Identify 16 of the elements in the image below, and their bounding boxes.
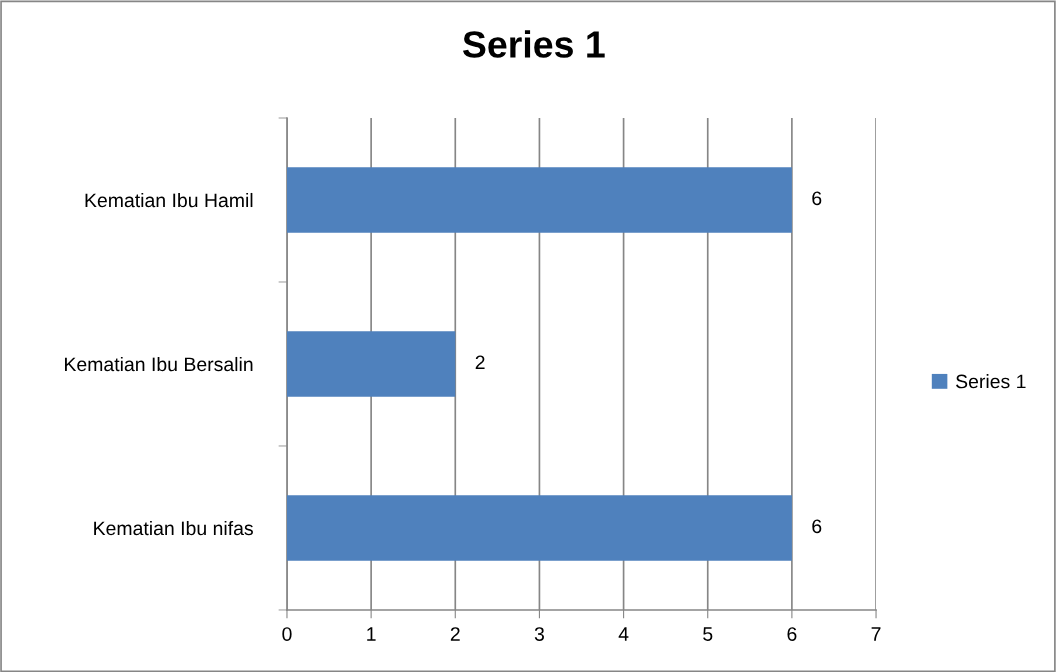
data-label: 2 — [475, 355, 485, 370]
y-tick-label: Kematian Ibu Hamil — [85, 192, 253, 208]
data-label: 6 — [812, 519, 822, 534]
x-tick-label: 1 — [367, 627, 376, 641]
x-tick-label: 6 — [787, 627, 797, 641]
x-tick-label: 7 — [871, 627, 881, 641]
x-tick-label: 0 — [282, 627, 292, 641]
x-tick-label: 2 — [450, 627, 460, 641]
x-tick-label: 4 — [618, 627, 629, 641]
y-tick-label: Kematian Ibu nifas — [94, 520, 253, 536]
x-tick-label: 5 — [703, 627, 713, 641]
legend-label: Series 1 — [956, 374, 1026, 389]
chart-title: Series 1 — [462, 30, 605, 58]
x-tick-label: 3 — [534, 627, 544, 641]
y-tick-label: Kematian Ibu Bersalin — [65, 356, 253, 372]
data-label: 6 — [812, 191, 822, 206]
